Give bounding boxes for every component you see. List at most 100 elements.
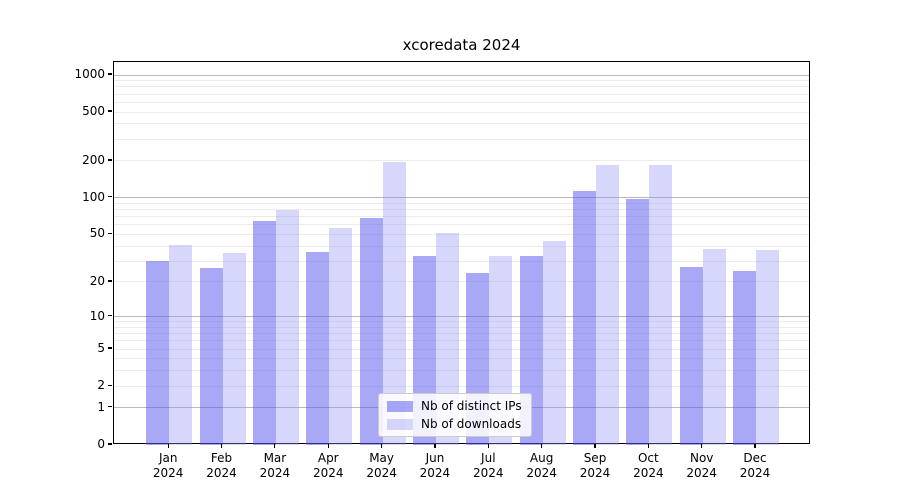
y-tick-mark: [108, 196, 112, 198]
y-tick-label: 1: [97, 399, 105, 414]
bar-downloads: [435, 233, 459, 445]
x-tick-label: May 2024: [366, 451, 397, 480]
x-tick-mark: [274, 444, 276, 448]
gridline-minor: [114, 138, 809, 140]
gridline-minor: [114, 260, 809, 262]
x-tick-label: Apr 2024: [312, 451, 344, 480]
y-tick-label: 2: [97, 378, 105, 393]
gridline-minor: [114, 209, 809, 211]
plot-area: [113, 61, 810, 445]
bar-distinct-ips: [359, 218, 383, 445]
bar-distinct-ips: [626, 198, 650, 445]
bar-downloads: [702, 248, 726, 445]
y-tick-label: 20: [89, 273, 105, 288]
bar-distinct-ips: [252, 220, 276, 445]
gridline-minor: [114, 111, 809, 113]
y-tick-mark: [108, 443, 112, 445]
y-tick-label: 5: [97, 341, 105, 356]
x-tick-label: Jan 2024: [152, 451, 184, 480]
y-tick-label: 10: [89, 308, 105, 323]
gridline-minor: [114, 86, 809, 88]
gridline-minor: [114, 202, 809, 204]
gridline-minor: [114, 233, 809, 235]
y-tick-mark: [108, 110, 112, 112]
gridline-minor: [114, 123, 809, 125]
gridline-minor: [114, 224, 809, 226]
bar-downloads: [382, 161, 406, 445]
y-tick-label: 500: [82, 104, 105, 119]
gridline-minor: [114, 93, 809, 95]
x-tick-mark: [594, 444, 596, 448]
bar-downloads: [649, 164, 673, 445]
x-tick-mark: [701, 444, 703, 448]
gridline-minor: [114, 333, 809, 335]
bar-distinct-ips: [199, 268, 223, 445]
x-tick-mark: [541, 444, 543, 448]
y-tick-mark: [108, 384, 112, 386]
legend-label-downloads: Nb of downloads: [421, 417, 522, 431]
y-tick-mark: [108, 232, 112, 235]
gridline-minor: [114, 321, 809, 323]
bar-downloads: [329, 227, 353, 445]
y-tick-mark: [108, 314, 112, 317]
bar-distinct-ips: [733, 270, 757, 445]
x-tick-mark: [381, 444, 383, 448]
legend-swatch-downloads: [387, 418, 413, 430]
legend: Nb of distinct IPs Nb of downloads: [378, 393, 532, 437]
y-tick-label: 50: [89, 226, 105, 241]
y-tick-mark: [108, 347, 112, 349]
x-tick-label: Sep 2024: [579, 451, 611, 480]
legend-item-downloads: Nb of downloads: [387, 417, 522, 431]
x-tick-label: Feb 2024: [206, 451, 237, 480]
legend-label-distinct-ips: Nb of distinct IPs: [421, 399, 522, 413]
gridline-minor: [114, 160, 809, 162]
y-tick-label: 1000: [74, 67, 105, 81]
x-tick-mark: [487, 444, 489, 448]
gridline-minor: [114, 370, 809, 372]
bar-downloads: [596, 164, 619, 445]
bar-downloads: [169, 244, 193, 445]
bar-distinct-ips: [573, 191, 596, 445]
bar-downloads: [222, 253, 246, 445]
x-tick-mark: [167, 444, 169, 448]
bar-downloads: [756, 250, 780, 445]
x-tick-mark: [220, 444, 223, 448]
x-tick-label: Nov 2024: [686, 451, 717, 480]
y-tick-mark: [108, 280, 112, 282]
y-tick-mark: [108, 159, 112, 161]
legend-item-distinct-ips: Nb of distinct IPs: [387, 399, 522, 413]
x-tick-label: Dec 2024: [739, 451, 771, 480]
bar-distinct-ips: [679, 266, 703, 445]
y-tick-label: 100: [82, 189, 105, 204]
legend-swatch-distinct-ips: [387, 400, 413, 412]
gridline-minor: [114, 281, 809, 283]
x-tick-mark: [434, 444, 436, 448]
x-tick-label: Jun 2024: [419, 451, 451, 480]
bar-distinct-ips: [146, 261, 170, 445]
gridline-minor: [114, 216, 809, 218]
gridline-minor: [114, 340, 809, 342]
gridline-major: [114, 74, 809, 76]
y-tick-label: 0: [97, 437, 105, 451]
x-tick-label: Oct 2024: [633, 451, 664, 480]
y-tick-label: 200: [82, 152, 105, 167]
chart-title: xcoredata 2024: [402, 36, 521, 54]
x-tick-label: Mar 2024: [259, 451, 291, 480]
gridline-minor: [114, 385, 809, 387]
gridline-minor: [114, 358, 809, 360]
bar-downloads: [275, 209, 299, 445]
x-tick-mark: [754, 444, 756, 448]
y-tick-mark: [108, 406, 112, 408]
gridline-minor: [114, 80, 809, 82]
x-tick-label: Aug 2024: [526, 451, 557, 480]
x-tick-mark: [327, 444, 329, 448]
gridline-major: [114, 316, 809, 318]
y-tick-mark: [108, 73, 112, 75]
gridline-minor: [114, 101, 809, 103]
gridline-minor: [114, 245, 809, 247]
x-tick-label: Jul 2024: [473, 451, 504, 480]
gridline-minor: [114, 348, 809, 350]
bar-downloads: [542, 241, 566, 445]
bar-distinct-ips: [306, 251, 330, 445]
